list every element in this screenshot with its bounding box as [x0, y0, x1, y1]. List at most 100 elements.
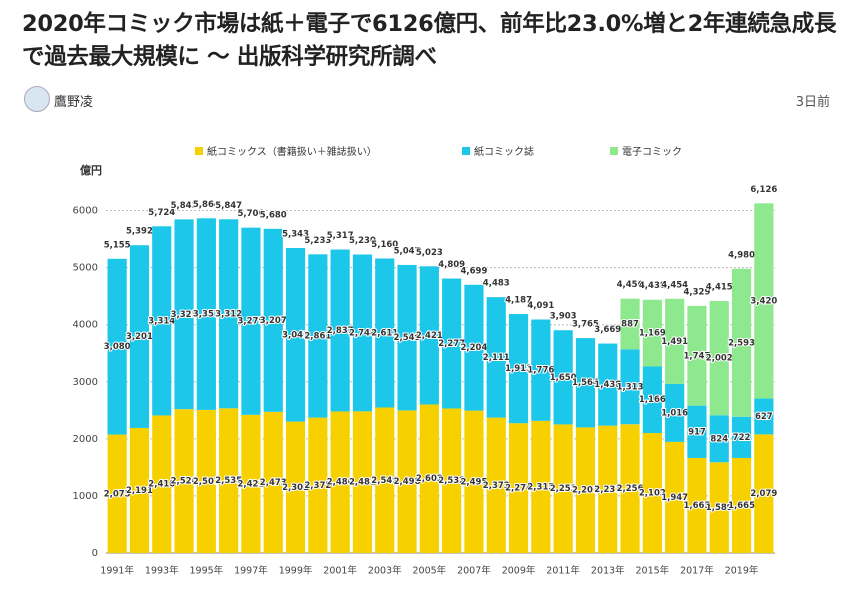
bar-segment: [531, 420, 551, 553]
total-label: 4,091: [527, 301, 554, 311]
bar-segment: [486, 417, 506, 553]
y-tick-label: 0: [92, 548, 98, 559]
article-title: 2020年コミック市場は紙＋電子で6126億円、前年比23.0%増と2年連続急成…: [22, 11, 837, 70]
total-label: 4,483: [483, 279, 510, 289]
value-label: 3,279: [238, 317, 265, 327]
value-label: 2,315: [527, 482, 554, 492]
bar-segment: [375, 258, 395, 408]
value-label: 2,861: [304, 331, 331, 341]
bar-segment: [508, 423, 529, 553]
bar-segment: [508, 314, 529, 424]
total-label: 5,847: [215, 201, 242, 211]
value-label: 2,507: [193, 477, 220, 487]
bar-segment: [219, 408, 239, 553]
total-label: 4,809: [438, 260, 465, 270]
bar-segment: [665, 383, 685, 442]
value-label: 1,166: [639, 395, 666, 405]
legend-label: 紙コミック誌: [474, 145, 534, 158]
total-label: 3,903: [550, 312, 577, 322]
bar-segment: [352, 254, 373, 412]
total-label: 5,845: [171, 201, 198, 211]
value-label: 3,312: [215, 309, 242, 319]
value-label: 887: [621, 319, 639, 329]
total-label: 6,126: [750, 185, 777, 195]
x-tick-label: 2007年: [457, 565, 491, 577]
bar-segment: [397, 264, 417, 411]
value-label: 2,075: [104, 489, 131, 499]
bar-segment: [620, 349, 640, 425]
value-label: 2,611: [371, 328, 398, 338]
bar-segment: [174, 409, 194, 553]
bar-segment: [263, 228, 283, 412]
author-name[interactable]: 鷹野凌: [54, 95, 94, 110]
bar-segment: [754, 434, 774, 553]
bar-segment: [486, 297, 506, 418]
x-tick-label: 2015年: [636, 565, 670, 577]
value-label: 3,420: [750, 296, 777, 306]
value-label: 1,665: [728, 501, 755, 511]
total-label: 5,864: [193, 200, 220, 210]
value-label: 2,480: [327, 478, 354, 488]
bar-segment: [419, 404, 439, 553]
value-label: 3,357: [193, 310, 220, 320]
x-tick-label: 1997年: [234, 565, 268, 577]
x-tick-label: 1995年: [190, 565, 224, 577]
bar-segment: [196, 409, 216, 553]
x-tick-label: 2011年: [546, 565, 580, 577]
value-label: 2,111: [483, 353, 510, 363]
total-label: 4,454: [661, 280, 688, 290]
bar-segment: [330, 411, 350, 553]
value-label: 3,325: [171, 310, 198, 320]
x-tick-label: 2001年: [323, 565, 357, 577]
bar-segment: [375, 407, 395, 553]
bar-segment: [731, 268, 752, 417]
value-label: 1,776: [527, 366, 554, 376]
value-label: 2,372: [304, 481, 331, 491]
value-label: 917: [688, 427, 706, 437]
total-label: 3,765: [572, 320, 599, 330]
value-label: 2,253: [550, 484, 577, 494]
bar-segment: [330, 249, 350, 412]
value-label: 2,602: [416, 474, 443, 484]
bar-segment: [285, 248, 306, 422]
bar-segment: [397, 410, 417, 553]
value-label: 2,274: [505, 484, 532, 494]
legend-label: 電子コミック: [622, 146, 682, 158]
x-tick-label: 2017年: [680, 565, 714, 577]
value-label: 2,748: [349, 328, 376, 338]
bar-segment: [687, 405, 707, 458]
author-avatar[interactable]: [24, 86, 50, 112]
value-label: 824: [710, 434, 728, 444]
value-label: 2,410: [148, 480, 175, 490]
value-label: 2,482: [349, 478, 376, 488]
y-tick-label: 3000: [73, 377, 98, 388]
bar-segment: [442, 278, 462, 409]
value-label: 2,549: [371, 476, 398, 486]
bar-segment: [152, 226, 172, 416]
total-label: 4,415: [706, 283, 733, 293]
total-label: 5,230: [349, 236, 376, 246]
y-tick-label: 4000: [73, 320, 98, 331]
bar-segment: [642, 366, 662, 434]
value-label: 2,535: [215, 476, 242, 486]
value-label: 2,421: [416, 331, 443, 341]
total-label: 5,392: [126, 227, 153, 237]
total-label: 5,233: [304, 236, 331, 246]
bar-segment: [665, 298, 685, 384]
value-label: 3,080: [104, 342, 131, 352]
bar-segment: [442, 408, 462, 553]
value-label: 1,491: [661, 337, 688, 347]
x-tick-label: 1999年: [279, 565, 313, 577]
value-label: 2,372: [483, 481, 510, 491]
bar-segment: [129, 427, 150, 553]
bar-segment: [464, 410, 484, 553]
value-label: 2,201: [572, 486, 599, 496]
total-label: 4,699: [461, 266, 488, 276]
value-label: 2,495: [461, 477, 488, 487]
value-label: 2,549: [394, 333, 421, 343]
value-label: 3,314: [148, 316, 175, 326]
value-label: 2,302: [282, 483, 309, 493]
value-label: 1,438: [594, 380, 621, 390]
total-label: 5,047: [394, 246, 421, 256]
value-label: 1,313: [617, 382, 644, 392]
